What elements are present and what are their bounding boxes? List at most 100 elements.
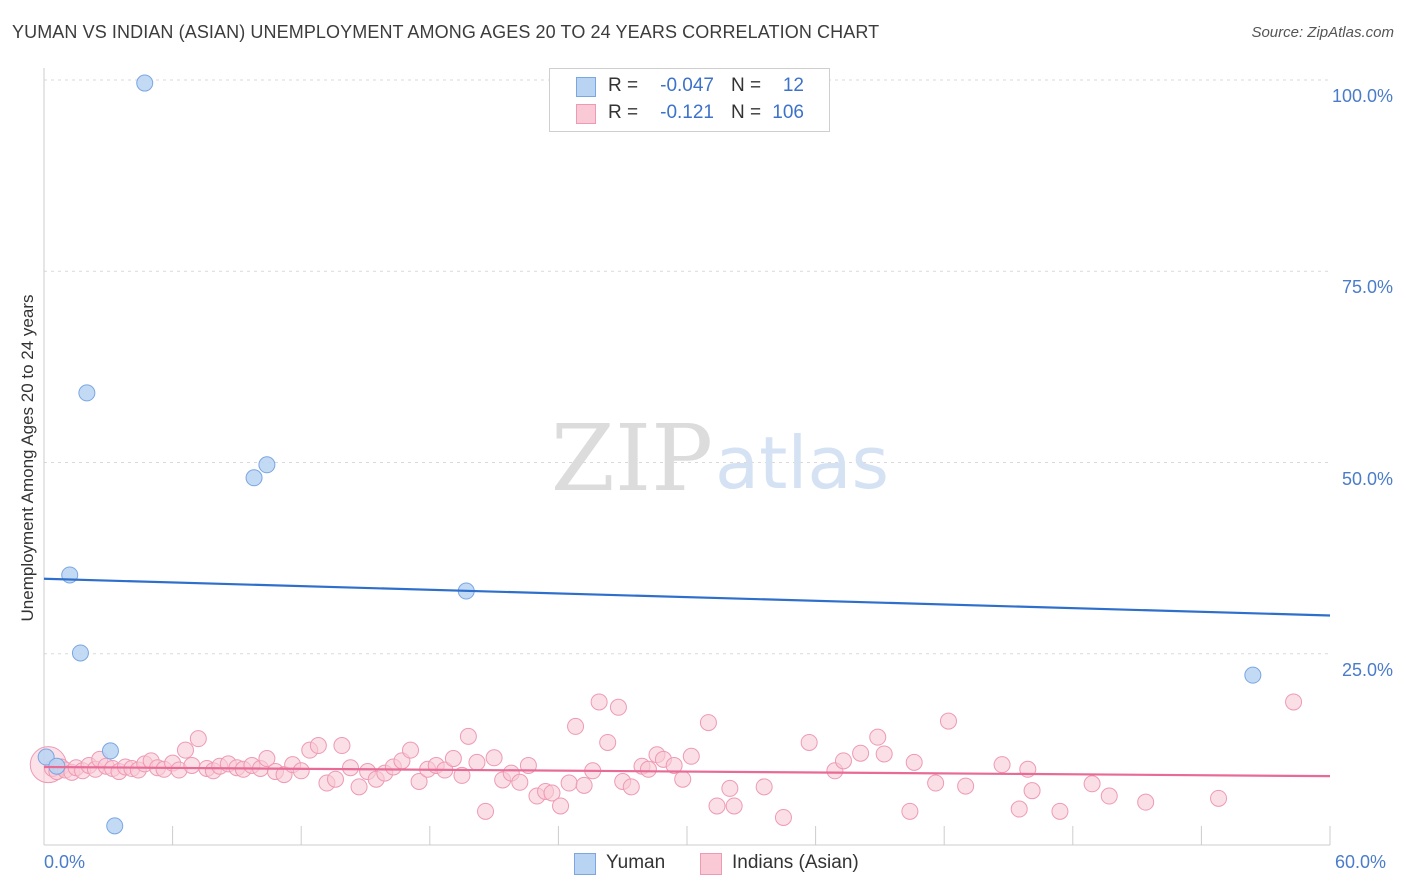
indians-point bbox=[993, 756, 1011, 774]
y-axis-label: Unemployment Among Ages 20 to 24 years bbox=[18, 294, 37, 622]
legend-swatch-indians bbox=[700, 853, 722, 875]
legend-label-yuman: Yuman bbox=[606, 852, 666, 873]
indians-point bbox=[333, 737, 351, 755]
watermark-atlas: atlas bbox=[715, 421, 889, 505]
indians-point bbox=[957, 777, 975, 795]
n-label: N = bbox=[731, 102, 762, 123]
yuman-point bbox=[1244, 666, 1262, 684]
x-tick-label-max: 60.0% bbox=[1335, 852, 1387, 872]
indians-point bbox=[350, 778, 368, 796]
indians-point bbox=[699, 714, 717, 732]
indians-point bbox=[927, 774, 945, 792]
yuman-point bbox=[258, 456, 276, 474]
indians-point bbox=[459, 727, 477, 745]
indians-point bbox=[258, 750, 276, 768]
indians-point bbox=[599, 733, 617, 751]
indians-point bbox=[1100, 787, 1118, 805]
yuman-swatch bbox=[576, 77, 596, 97]
indians-point bbox=[468, 753, 486, 771]
indians-point bbox=[939, 712, 957, 730]
indians-point bbox=[567, 717, 585, 735]
indians-point bbox=[665, 756, 683, 774]
indians-point bbox=[477, 802, 495, 820]
indians-point bbox=[189, 730, 207, 748]
n-value: 12 bbox=[782, 75, 804, 96]
r-value: -0.047 bbox=[660, 75, 714, 96]
yuman-point bbox=[101, 742, 119, 760]
indians-point bbox=[901, 802, 919, 820]
indians-point bbox=[852, 744, 870, 762]
indians-point bbox=[1210, 789, 1228, 807]
indians-point bbox=[511, 773, 529, 791]
yuman-trend-line bbox=[43, 577, 1331, 617]
indians-point bbox=[1051, 802, 1069, 820]
y-tick-label-50: 50.0% bbox=[1341, 468, 1393, 489]
indians-point bbox=[292, 762, 310, 780]
indians-point bbox=[725, 797, 743, 815]
indians-point bbox=[590, 693, 608, 711]
indians-point bbox=[674, 770, 692, 788]
indians-point bbox=[402, 741, 420, 759]
yuman-point bbox=[136, 74, 154, 92]
r-value: -0.121 bbox=[660, 102, 714, 123]
yuman-point bbox=[71, 644, 89, 662]
indians-point bbox=[834, 752, 852, 770]
indians-point bbox=[326, 770, 344, 788]
indians-swatch bbox=[576, 104, 596, 124]
r-label: R = bbox=[608, 75, 639, 96]
indians-point bbox=[485, 749, 503, 767]
legend-swatch-yuman bbox=[574, 853, 596, 875]
axes bbox=[43, 68, 1331, 846]
indians-point bbox=[708, 797, 726, 815]
indians-point bbox=[869, 728, 887, 746]
indians-point bbox=[622, 778, 640, 796]
indians-points bbox=[29, 693, 1303, 826]
indians-point bbox=[905, 753, 923, 771]
indians-point bbox=[1083, 775, 1101, 793]
watermark-zip: ZIP bbox=[551, 405, 713, 512]
y-tick-label-75: 75.0% bbox=[1341, 277, 1393, 298]
indians-point bbox=[639, 760, 657, 778]
y-tick-label-25: 25.0% bbox=[1341, 659, 1393, 680]
stats-row-indians: R = -0.121 N = 106 bbox=[550, 101, 829, 127]
x-tick-label-min: 0.0% bbox=[44, 852, 86, 872]
indians-trend-line bbox=[43, 765, 1331, 778]
indians-point bbox=[1285, 693, 1303, 711]
yuman-point bbox=[106, 817, 124, 835]
indians-point bbox=[309, 737, 327, 755]
trend-lines bbox=[43, 577, 1331, 778]
grid-lines bbox=[44, 79, 1332, 655]
indians-point bbox=[560, 774, 578, 792]
n-value: 106 bbox=[772, 102, 804, 123]
indians-point bbox=[552, 797, 570, 815]
indians-point bbox=[444, 750, 462, 768]
r-label: R = bbox=[608, 102, 639, 123]
indians-point bbox=[609, 698, 627, 716]
indians-point bbox=[800, 733, 818, 751]
indians-point bbox=[176, 741, 194, 759]
indians-point bbox=[774, 808, 792, 826]
indians-point bbox=[453, 766, 471, 784]
indians-point bbox=[410, 773, 428, 791]
legend-label-indians: Indians (Asian) bbox=[732, 852, 859, 873]
yuman-point bbox=[245, 469, 263, 487]
indians-point bbox=[575, 776, 593, 794]
chart-title: YUMAN VS INDIAN (ASIAN) UNEMPLOYMENT AMO… bbox=[12, 22, 880, 42]
indians-point bbox=[875, 745, 893, 763]
indians-point bbox=[1010, 800, 1028, 818]
source-label: Source: ZipAtlas.com bbox=[1251, 24, 1394, 41]
watermark: ZIP atlas bbox=[551, 405, 889, 512]
indians-point bbox=[543, 784, 561, 802]
indians-point bbox=[341, 759, 359, 777]
indians-point bbox=[682, 747, 700, 765]
indians-point bbox=[183, 756, 201, 774]
indians-point bbox=[755, 778, 773, 796]
indians-point bbox=[1137, 793, 1155, 811]
stats-box: R = -0.047 N = 12 R = -0.121 N = 106 bbox=[549, 68, 830, 132]
yuman-point bbox=[78, 384, 96, 402]
indians-point bbox=[721, 779, 739, 797]
stats-row-yuman: R = -0.047 N = 12 bbox=[550, 74, 829, 100]
n-label: N = bbox=[731, 75, 762, 96]
indians-point bbox=[1023, 782, 1041, 800]
